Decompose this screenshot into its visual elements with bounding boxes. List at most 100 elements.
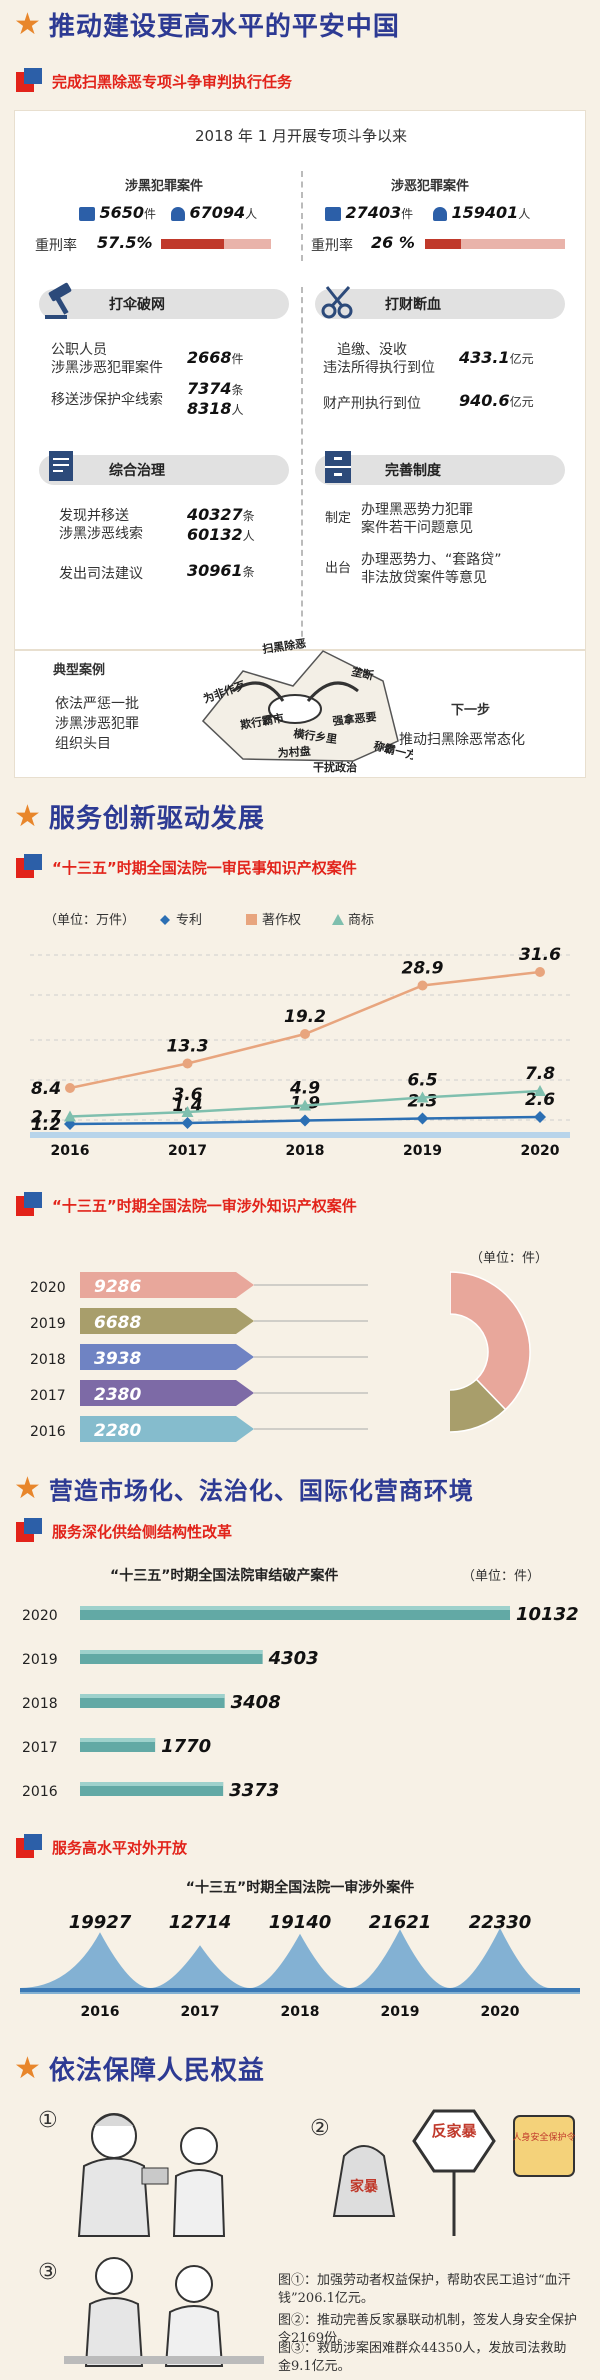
sub-header: 完成扫黑除恶专项斗争审判执行任务: [16, 66, 292, 96]
case-line-1: 依法严惩一批: [55, 696, 139, 712]
bar-value: 4303: [268, 1648, 319, 1669]
scissors-icon: [321, 285, 353, 319]
case-line-2: 涉黑涉恶犯罪: [55, 716, 139, 732]
evil-rate-bar: [425, 239, 565, 249]
sub-header-text: 服务高水平对外开放: [52, 1838, 188, 1857]
legend-label: 商标: [348, 913, 374, 928]
p4-desc-2b: 非法放贷案件等意见: [361, 570, 487, 586]
y-tick-label: 2016: [30, 1424, 66, 1440]
anti-dv-sign: 反家暴: [431, 2122, 477, 2140]
bar: [80, 1308, 254, 1334]
p3-value-3: 30961条: [187, 561, 255, 580]
case-heading: 典型案例: [53, 663, 106, 678]
data-point: [416, 1112, 429, 1125]
next-heading: 下一步: [451, 703, 491, 718]
data-label: 13.3: [167, 1037, 209, 1057]
data-point: [534, 1085, 546, 1096]
x-tick-label: 2018: [286, 1143, 325, 1159]
judicial-aid-sketch: [64, 2257, 264, 2367]
p2-label-1: 追缴、没收: [337, 342, 407, 358]
data-label: 12714: [169, 1912, 232, 1933]
typical-cases-card: 典型案例 依法严惩一批 涉黑涉恶犯罪 组织头目 扫黑除恶 为非作歹 欺行霸市 横行乡里…: [14, 636, 586, 778]
chart-unit: （单位：件）: [470, 1251, 548, 1266]
bar-value: 6688: [94, 1313, 141, 1333]
baseline: [20, 1988, 580, 1992]
chart-unit: （单位：万件）: [44, 913, 135, 928]
bar-value: 2280: [94, 1421, 141, 1441]
data-label: 31.6: [519, 945, 561, 965]
illustration-word: 干扰政治: [313, 760, 357, 774]
data-label: 8.4: [31, 1079, 61, 1099]
caption-2: 图②：推动完善反家暴联动机制，签发人身安全保护令2169份。: [278, 2313, 578, 2346]
gang-crime-heading: 涉黑犯罪案件: [125, 179, 204, 194]
wave-area: [20, 1928, 580, 1994]
square-icon: [16, 1518, 42, 1544]
x-tick-label: 2017: [181, 2004, 220, 2020]
legend-marker: [160, 915, 170, 925]
p1-value-3: 8318人: [187, 399, 244, 418]
data-point: [300, 1029, 310, 1039]
x-tick-label: 2019: [381, 2004, 420, 2020]
y-tick-label: 2019: [30, 1316, 66, 1332]
star-icon: ★: [14, 798, 41, 834]
data-point: [534, 1111, 546, 1123]
chart-title: “十三五”时期全国法院一审涉外案件: [186, 1879, 414, 1896]
gang-rate-value: 57.5%: [97, 233, 153, 252]
p4-tag-1: 制定: [325, 511, 352, 526]
illustration-word: 扫黑除恶: [261, 636, 307, 656]
section-header-safety: ★ 推动建设更高水平的平安中国: [0, 0, 600, 48]
legend-marker: [332, 914, 344, 925]
evil-people: 159401人: [433, 203, 530, 222]
section-title: 依法保障人民权益: [48, 2055, 265, 2086]
protection-order-sign: 人身安全保护令: [512, 2131, 575, 2143]
x-tick-label: 2018: [281, 2004, 320, 2020]
caption-3: 图③：救助涉案困难群众44350人，发放司法救助金9.1亿元。: [278, 2341, 567, 2374]
section-title: 营造市场化、法治化、国际化营商环境: [48, 1476, 474, 1505]
square-icon: [16, 1834, 42, 1860]
data-label: 7.8: [525, 1064, 555, 1084]
illustration-word: 垄断: [350, 664, 374, 682]
domestic-violence-sketch: 反家暴 人身安全保护令 家暴: [332, 2109, 576, 2236]
p2-label-3: 财产刑执行到位: [323, 396, 421, 412]
p3-label-2: 涉黑涉恶线索: [59, 526, 143, 542]
data-point: [299, 1099, 311, 1111]
data-point: [181, 1117, 194, 1129]
p4-desc-1a: 办理黑恶势力犯罪: [361, 502, 473, 518]
data-label: 6.5: [407, 1071, 437, 1091]
crime-stats-card: 2018 年 1 月开展专项斗争以来 涉黑犯罪案件 5650件 67094人 重…: [14, 110, 586, 657]
document-icon: [49, 451, 73, 481]
star-icon: ★: [14, 2050, 41, 2086]
section-header-business: ★ 营造市场化、法治化、国际化营商环境: [0, 1464, 600, 1512]
sub-header: “十三五”时期全国法院一审涉外知识产权案件: [16, 1190, 357, 1220]
p1-value-2: 7374条: [187, 379, 244, 398]
evil-rate-value: 26 %: [371, 233, 415, 252]
x-tick-label: 2016: [81, 2004, 120, 2020]
data-label: 4.9: [289, 1079, 320, 1099]
bar: [80, 1416, 254, 1442]
case-line-3: 组织头目: [55, 736, 111, 752]
ip-foreign-bar-chart: （单位：件） 2020 9286 2019 6688 2018 3938 2017 2380 2…: [30, 1251, 548, 1442]
p3-value-2: 60132人: [187, 525, 255, 544]
chart-unit: （单位：件）: [462, 1569, 540, 1584]
caption-1: 图①：加强劳动者权益保护，帮助农民工追讨“血汗钱”206.1亿元。: [278, 2273, 571, 2306]
evil-cases: 27403件: [325, 203, 413, 222]
data-label: 1.2: [31, 1115, 61, 1135]
sub-header: 服务深化供给侧结构性改革: [16, 1516, 232, 1546]
square-icon: [16, 1192, 42, 1218]
x-tick-label: 2020: [521, 1143, 560, 1159]
p1-label-2: 涉黑涉恶犯罪案件: [51, 360, 163, 376]
legend-label: 专利: [176, 913, 202, 928]
y-tick-label: 2018: [30, 1352, 66, 1368]
sub-header-text: 完成扫黑除恶专项斗争审判执行任务: [52, 72, 293, 91]
y-tick-label: 2020: [30, 1280, 66, 1296]
p1-value-1: 2668件: [187, 348, 244, 367]
gang-rate-bar: [161, 239, 271, 249]
section-header-rights: ★ 依法保障人民权益: [0, 2044, 600, 2092]
person-icon: [433, 207, 447, 221]
data-label: 2.7: [31, 1108, 61, 1128]
chart-title: “十三五”时期全国法院一审民事知识产权案件: [52, 858, 357, 877]
bar-value: 9286: [94, 1277, 141, 1297]
evil-crime-heading: 涉恶犯罪案件: [391, 179, 470, 194]
